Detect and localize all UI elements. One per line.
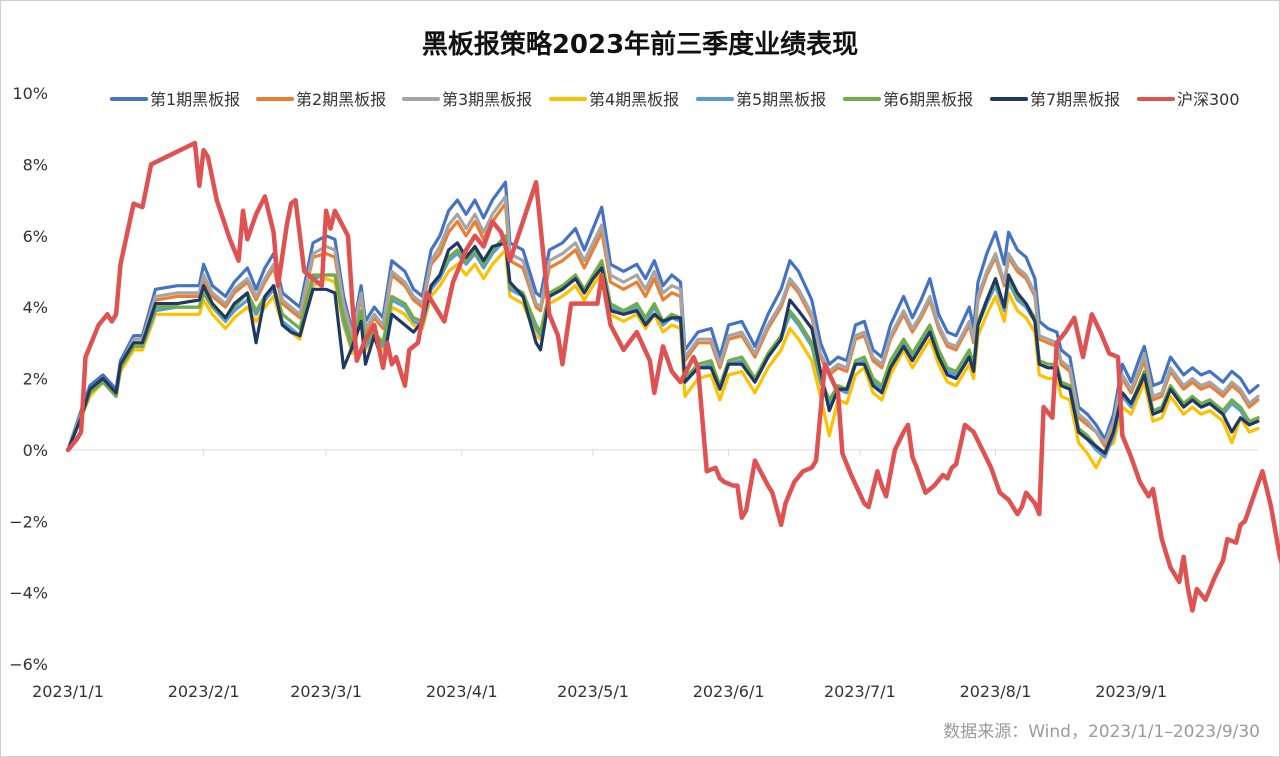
series-line-7 [66, 241, 1260, 455]
x-tick-label: 2023/2/1 [168, 682, 240, 701]
legend-label: 第4期黑板报 [589, 90, 679, 109]
y-tick-label: 8% [23, 155, 48, 174]
series-line-1 [66, 180, 1260, 452]
legend: 第1期黑板报 第2期黑板报 第3期黑板报 第4期黑板报 第5期黑板报 第6期黑板报 第7期黑… [110, 90, 1240, 109]
y-tick-label: 6% [23, 227, 48, 246]
series-lines [65, 140, 1280, 613]
legend-label: 沪深300 [1177, 90, 1240, 109]
y-tick-label: −6% [9, 655, 48, 674]
x-tick-label: 2023/6/1 [693, 682, 765, 701]
legend-label: 第3期黑板报 [442, 90, 532, 109]
x-tick-label: 2023/9/1 [1095, 682, 1167, 701]
y-tick-label: 2% [23, 370, 48, 389]
x-tick-label: 2023/8/1 [960, 682, 1032, 701]
axes: −6% −4% −2% 0% 2% 4% 6% 8% 10% 2023/1/1 2023/2/1 20… [9, 84, 1258, 701]
y-tick-label: 4% [23, 298, 48, 317]
y-tick-label: −4% [9, 584, 48, 603]
legend-label: 第5期黑板报 [736, 90, 826, 109]
legend-label: 第6期黑板报 [883, 90, 973, 109]
chart-title: 黑板报策略2023年前三季度业绩表现 [421, 30, 859, 60]
series-line-8 [65, 140, 1280, 613]
y-tick-label: 0% [23, 441, 48, 460]
legend-label: 第7期黑板报 [1030, 90, 1120, 109]
legend-label: 第1期黑板报 [150, 90, 240, 109]
x-tick-label: 2023/1/1 [32, 682, 104, 701]
x-tick-label: 2023/3/1 [290, 682, 362, 701]
x-tick-label: 2023/5/1 [557, 682, 629, 701]
y-tick-label: −2% [9, 512, 48, 531]
series-line-4 [66, 248, 1260, 470]
x-tick-label: 2023/7/1 [824, 682, 896, 701]
x-tick-label: 2023/4/1 [426, 682, 498, 701]
data-source-note: 数据来源：Wind，2023/1/1–2023/9/30 [943, 722, 1260, 742]
series-line-3 [66, 194, 1260, 452]
legend-label: 第2期黑板报 [296, 90, 386, 109]
y-tick-label: 10% [12, 84, 48, 103]
